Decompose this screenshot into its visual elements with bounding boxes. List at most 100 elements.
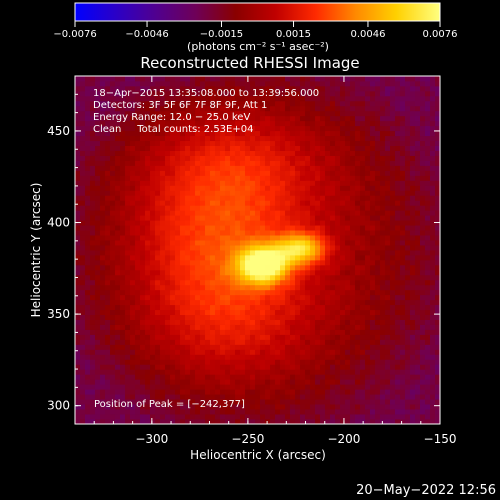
heatmap-cell	[105, 259, 111, 266]
heatmap-cell	[205, 160, 211, 166]
heatmap-cell	[205, 90, 211, 97]
heatmap-cell	[335, 95, 341, 102]
heatmap-cell	[100, 314, 106, 320]
heatmap-cell	[320, 324, 326, 330]
heatmap-cell	[310, 294, 316, 301]
heatmap-cell	[380, 210, 386, 216]
heatmap-cell	[330, 409, 336, 415]
heatmap-cell	[385, 145, 391, 151]
heatmap-cell	[435, 364, 441, 370]
heatmap-cell	[215, 240, 221, 246]
heatmap-cell	[435, 165, 441, 171]
heatmap-cell	[260, 394, 266, 400]
heatmap-cell	[395, 314, 401, 320]
heatmap-cell	[100, 135, 106, 142]
heatmap-cell	[420, 215, 426, 221]
heatmap-cell	[290, 175, 296, 181]
heatmap-cell	[300, 210, 306, 216]
heatmap-cell	[100, 379, 106, 385]
heatmap-cell	[260, 414, 266, 420]
heatmap-cell	[190, 264, 196, 271]
heatmap-cell	[360, 105, 366, 112]
heatmap-cell	[145, 145, 151, 151]
heatmap-cell	[195, 354, 201, 360]
heatmap-cell	[415, 170, 421, 176]
heatmap-cell	[320, 419, 326, 425]
heatmap-cell	[380, 135, 386, 142]
heatmap-cell	[170, 235, 176, 241]
heatmap-cell	[295, 309, 301, 316]
heatmap-cell	[95, 264, 101, 271]
heatmap-cell	[110, 309, 116, 316]
heatmap-cell	[425, 100, 431, 107]
heatmap-cell	[185, 165, 191, 171]
heatmap-cell	[415, 215, 421, 221]
heatmap-cell	[170, 379, 176, 385]
heatmap-cell	[295, 344, 301, 350]
heatmap-cell	[435, 160, 441, 166]
heatmap-cell	[105, 299, 111, 306]
heatmap-cell	[325, 304, 331, 311]
heatmap-cell	[350, 115, 356, 122]
heatmap-cell	[335, 170, 341, 176]
heatmap-cell	[245, 324, 251, 330]
heatmap-cell	[275, 299, 281, 306]
heatmap-cell	[250, 190, 256, 196]
heatmap-cell	[200, 419, 206, 425]
heatmap-cell	[125, 175, 131, 181]
heatmap-cell	[95, 304, 101, 311]
heatmap-cell	[240, 359, 246, 365]
heatmap-cell	[135, 140, 141, 146]
heatmap-cell	[110, 259, 116, 266]
heatmap-cell	[125, 414, 131, 420]
heatmap-cell	[425, 394, 431, 400]
heatmap-cell	[320, 100, 326, 107]
heatmap-cell	[190, 110, 196, 117]
heatmap-cell	[270, 245, 276, 251]
heatmap-cell	[325, 334, 331, 340]
heatmap-cell	[205, 389, 211, 395]
heatmap-cell	[100, 384, 106, 390]
heatmap-cell	[95, 200, 101, 206]
heatmap-cell	[370, 90, 376, 97]
heatmap-cell	[325, 195, 331, 201]
heatmap-cell	[175, 105, 181, 112]
heatmap-cell	[235, 170, 241, 176]
heatmap-cell	[410, 319, 416, 325]
heatmap-cell	[425, 289, 431, 296]
heatmap-cell	[230, 349, 236, 355]
heatmap-cell	[175, 379, 181, 385]
heatmap-cell	[225, 304, 231, 311]
heatmap-cell	[345, 225, 351, 231]
heatmap-cell	[270, 374, 276, 380]
heatmap-cell	[360, 140, 366, 146]
heatmap-cell	[285, 185, 291, 191]
heatmap-cell	[350, 374, 356, 380]
heatmap-cell	[290, 259, 296, 266]
heatmap-cell	[190, 100, 196, 107]
heatmap-cell	[145, 319, 151, 325]
heatmap-cell	[390, 364, 396, 370]
heatmap-cell	[380, 95, 386, 102]
heatmap-cell	[370, 369, 376, 375]
heatmap-cell	[240, 235, 246, 241]
heatmap-cell	[405, 110, 411, 117]
heatmap-cell	[160, 220, 166, 226]
heatmap-cell	[185, 259, 191, 266]
heatmap-cell	[255, 175, 261, 181]
heatmap-cell	[430, 309, 436, 316]
heatmap-cell	[350, 245, 356, 251]
heatmap-cell	[375, 210, 381, 216]
heatmap-cell	[425, 299, 431, 306]
heatmap-cell	[165, 299, 171, 306]
heatmap-cell	[305, 324, 311, 330]
heatmap-cell	[265, 399, 271, 405]
heatmap-cell	[280, 250, 286, 256]
heatmap-cell	[195, 90, 201, 97]
heatmap-cell	[305, 404, 311, 410]
heatmap-cell	[300, 319, 306, 325]
heatmap-cell	[280, 414, 286, 420]
heatmap-cell	[355, 150, 361, 156]
heatmap-cell	[410, 180, 416, 186]
heatmap-cell	[340, 135, 346, 142]
